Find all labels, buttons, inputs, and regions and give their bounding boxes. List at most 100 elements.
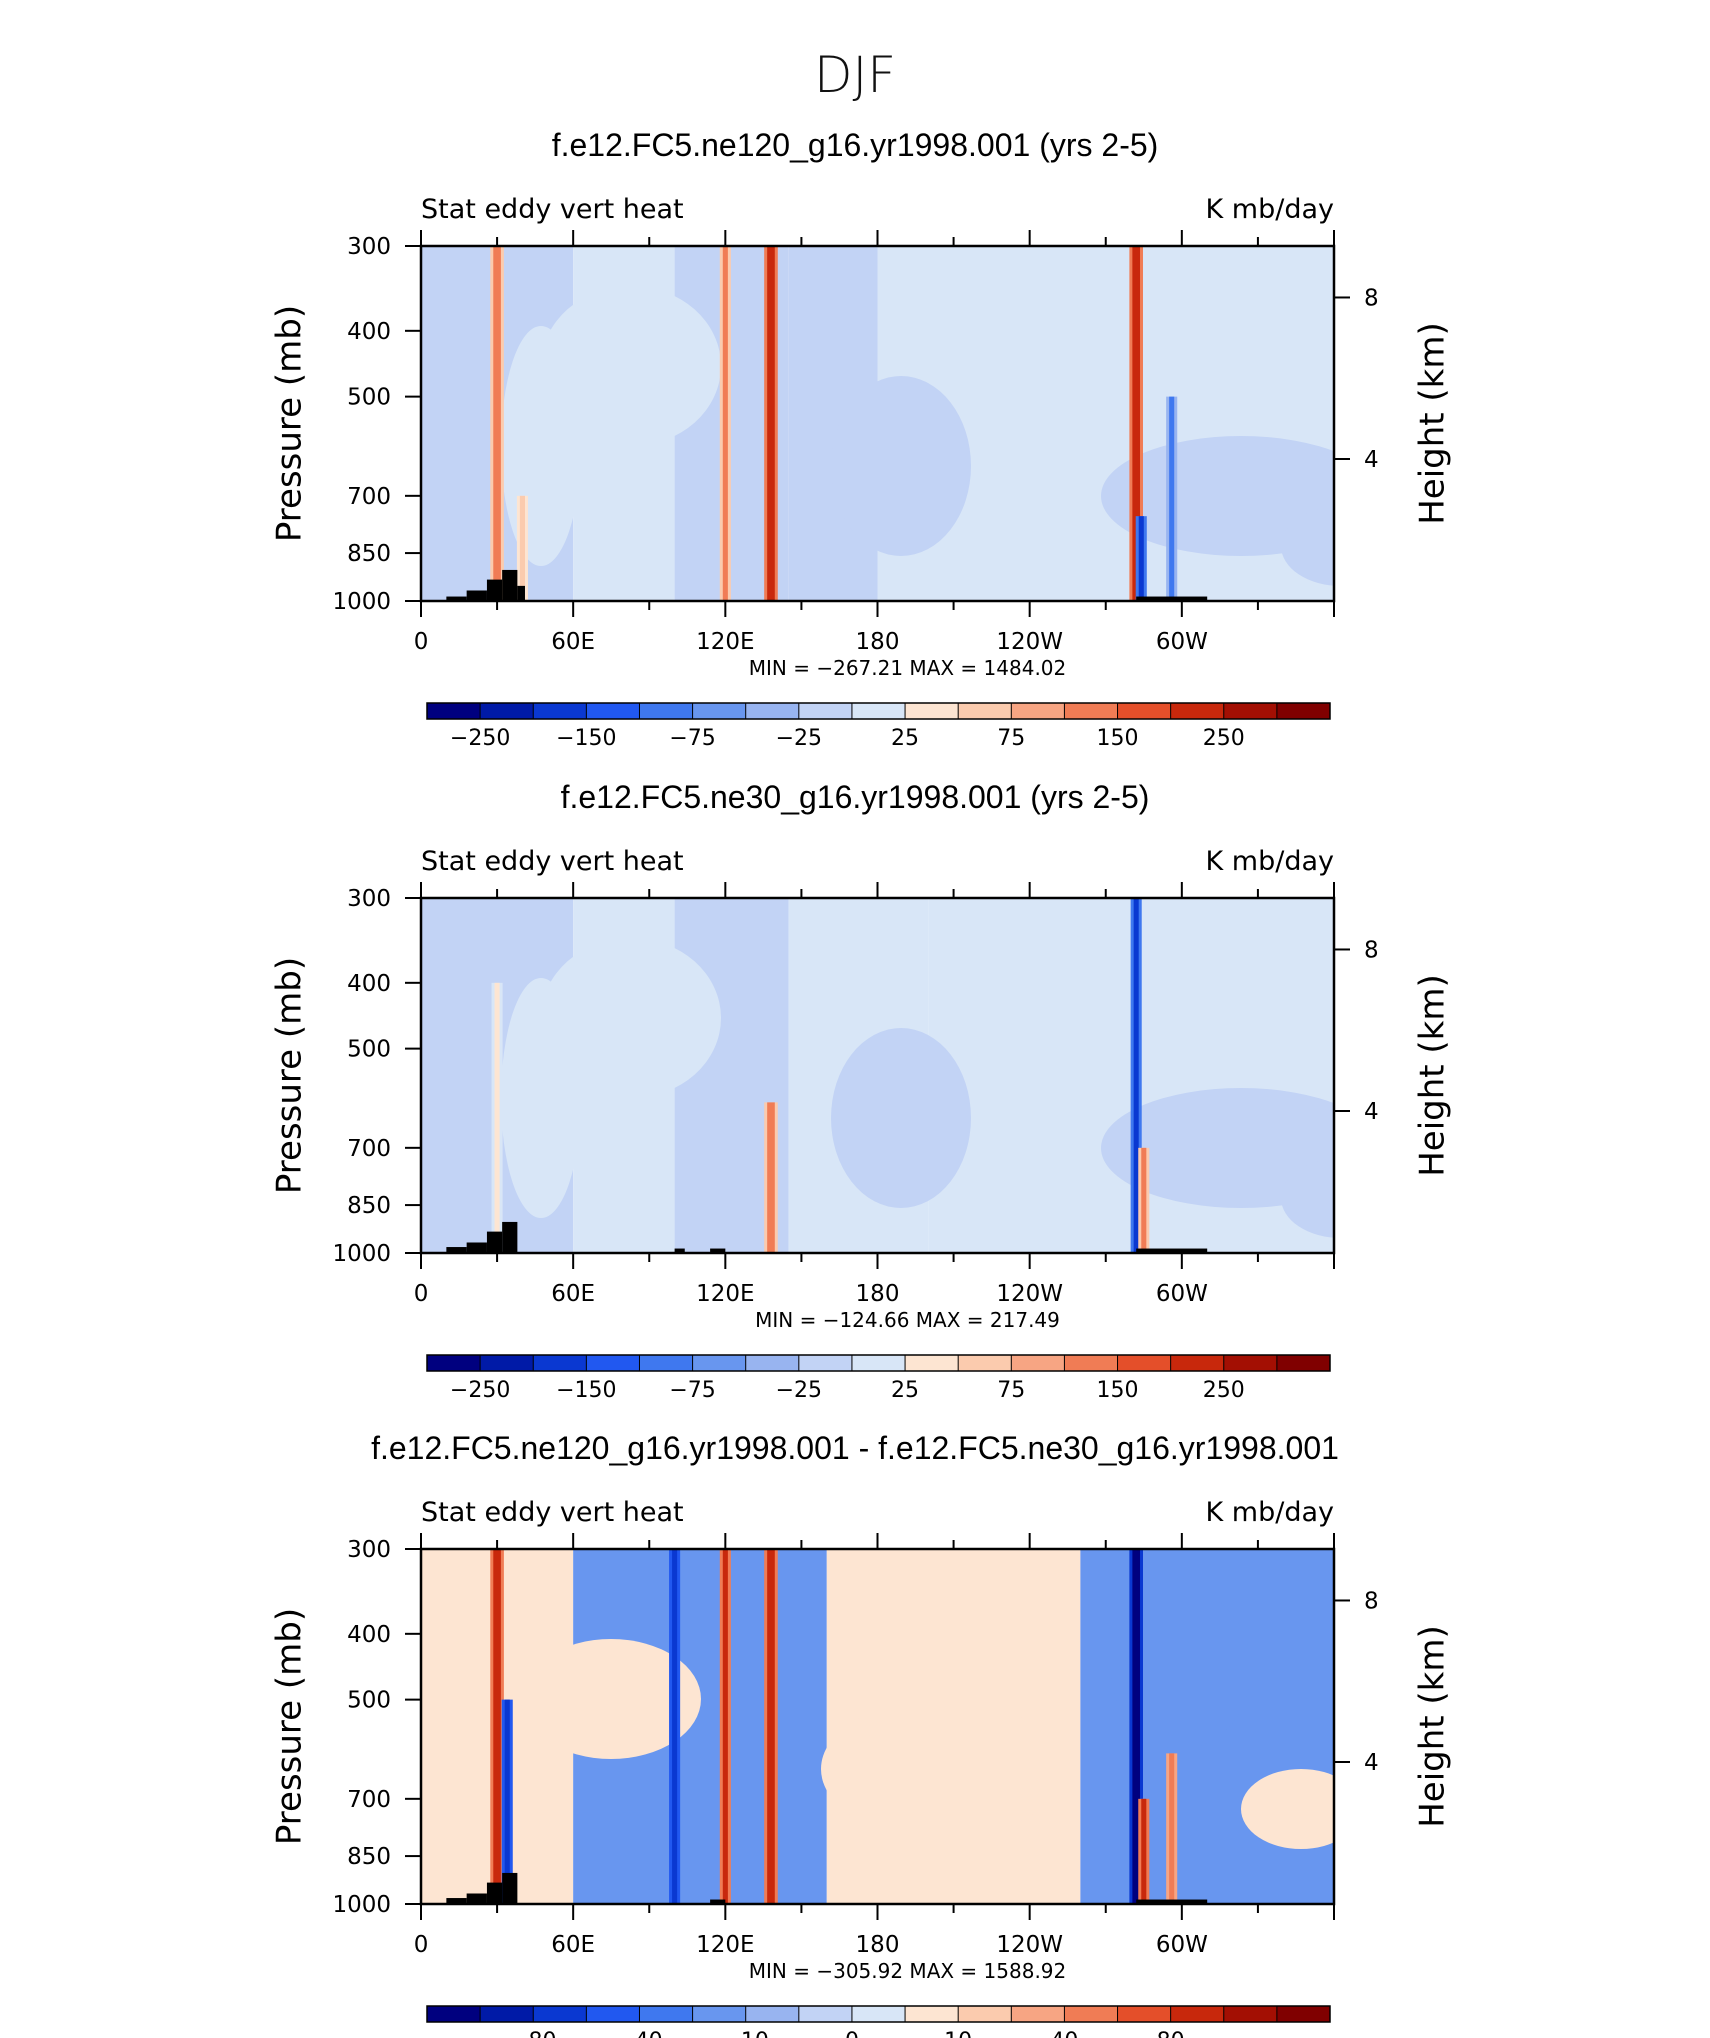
colorbar: −250 −150 −75 −25 25 75 150 250 [426, 1354, 1331, 1403]
terrain-mask [502, 1221, 518, 1253]
y-axis-label: Pressure (mb) [270, 957, 310, 1194]
colorbar-label: −75 [669, 1378, 715, 1403]
field-feature [1141, 1147, 1147, 1253]
colorbar-swatch [1276, 2006, 1331, 2022]
y-tick-label: 300 [347, 886, 391, 912]
x-tick-label: 0 [414, 1932, 429, 1958]
colorbar-swatch [905, 1355, 959, 1371]
colorbar-swatch [427, 2006, 481, 2022]
chart-panel-1: f.e12.FC5.ne120_g16.yr1998.001 (yrs 2-5)… [270, 127, 1453, 751]
colorbar-swatch [905, 2006, 959, 2022]
y-tick-label: 1000 [332, 1241, 391, 1267]
field-region [1111, 1589, 1251, 1749]
field-feature [722, 246, 728, 601]
y2-tick-label: 4 [1364, 1750, 1379, 1776]
y-tick-label: 400 [347, 319, 391, 345]
colorbar-label: −25 [776, 726, 822, 751]
colorbar-swatch [798, 703, 853, 719]
colorbar-swatch [851, 703, 906, 719]
colorbar-label: 0 [845, 2029, 859, 2038]
colorbar-swatch [639, 2006, 694, 2022]
colorbar-swatch [1064, 2006, 1119, 2022]
x-tick-label: 0 [414, 629, 429, 655]
field-feature [1169, 396, 1175, 601]
min-max-label: MIN = −124.66 MAX = 217.49 [755, 1308, 1060, 1332]
x-tick-label: 60E [551, 1281, 595, 1307]
field-feature [1138, 516, 1144, 601]
colorbar-label: 25 [891, 1378, 919, 1403]
terrain-mask [710, 1899, 726, 1904]
x-tick-label: 120W [996, 1932, 1063, 1958]
colorbar-swatch [798, 2006, 853, 2022]
field-region [1281, 1158, 1334, 1238]
colorbar-label: −150 [556, 726, 616, 751]
field-feature [504, 1699, 510, 1904]
y-tick-label: 850 [347, 541, 391, 567]
terrain-mask [710, 1248, 726, 1253]
chart-panel-2: f.e12.FC5.ne30_g16.yr1998.001 (yrs 2-5) S… [270, 779, 1453, 1403]
colorbar-swatch [958, 703, 1012, 719]
colorbar: −80 −40 −10 0 10 40 80 [426, 2005, 1331, 2038]
units-label: K mb/day [1206, 846, 1335, 877]
field-region [1101, 436, 1334, 556]
colorbar-swatch [692, 1355, 747, 1371]
figure-title: DJF [814, 46, 896, 104]
colorbar-swatch [586, 1355, 640, 1371]
colorbar-swatch [1117, 703, 1172, 719]
field-region [674, 1549, 827, 1904]
colorbar-swatch [586, 703, 640, 719]
field-feature [1133, 898, 1139, 1253]
field-feature [672, 1549, 678, 1904]
colorbar-label: −250 [450, 726, 510, 751]
x-tick-label: 120E [696, 1932, 754, 1958]
x-tick-label: 60W [1156, 1932, 1208, 1958]
terrain-mask [502, 569, 518, 601]
y-tick-label: 300 [347, 234, 391, 260]
colorbar-swatch [480, 1355, 534, 1371]
field-feature [493, 246, 501, 601]
terrain-mask [486, 579, 503, 601]
field-region [831, 1028, 971, 1208]
field-region [1241, 1769, 1334, 1849]
y-axis-label: Pressure (mb) [270, 305, 310, 542]
y-tick-label: 500 [347, 385, 391, 411]
colorbar-swatch [1223, 1355, 1278, 1371]
colorbar-swatch [1223, 2006, 1278, 2022]
colorbar-swatch [1276, 1355, 1331, 1371]
colorbar-label: 10 [944, 2029, 972, 2038]
colorbar-frame [426, 2005, 1331, 2023]
colorbar-label: 25 [891, 726, 919, 751]
field-feature [767, 1549, 775, 1904]
panel-title: f.e12.FC5.ne120_g16.yr1998.001 - f.e12.F… [371, 1430, 1339, 1466]
x-tick-label: 180 [856, 1932, 900, 1958]
colorbar-swatch [851, 2006, 906, 2022]
colorbar-swatch [1117, 1355, 1172, 1371]
colorbar-swatch [798, 1355, 853, 1371]
x-tick-label: 60E [551, 1932, 595, 1958]
colorbar-swatch [533, 703, 587, 719]
colorbar-swatch [745, 2006, 800, 2022]
field-feature [722, 1549, 728, 1904]
field-feature [1132, 246, 1140, 601]
y-tick-label: 500 [347, 1688, 391, 1714]
terrain-mask [486, 1882, 503, 1904]
panel-title: f.e12.FC5.ne30_g16.yr1998.001 (yrs 2-5) [561, 779, 1150, 815]
field-feature [1141, 1798, 1147, 1904]
terrain-mask [502, 1872, 518, 1904]
field-region [541, 938, 721, 1098]
colorbar-swatch [1223, 703, 1278, 719]
x-tick-label: 60E [551, 629, 595, 655]
field-region [501, 326, 581, 566]
plot-area: 0 60E 120E 180 120W 60W MIN = −305.92 MAX = 15… [270, 1533, 1453, 1983]
y-tick-label: 850 [347, 1193, 391, 1219]
y-tick-label: 500 [347, 1037, 391, 1063]
colorbar-swatch [1170, 2006, 1225, 2022]
x-tick-label: 60W [1156, 629, 1208, 655]
y2-axis-label: Height (km) [1413, 974, 1453, 1177]
colorbar-swatch [1276, 703, 1331, 719]
terrain-mask [517, 585, 525, 601]
x-tick-label: 180 [856, 629, 900, 655]
y-tick-label: 700 [347, 1787, 391, 1813]
colorbar-frame [426, 1354, 1331, 1372]
